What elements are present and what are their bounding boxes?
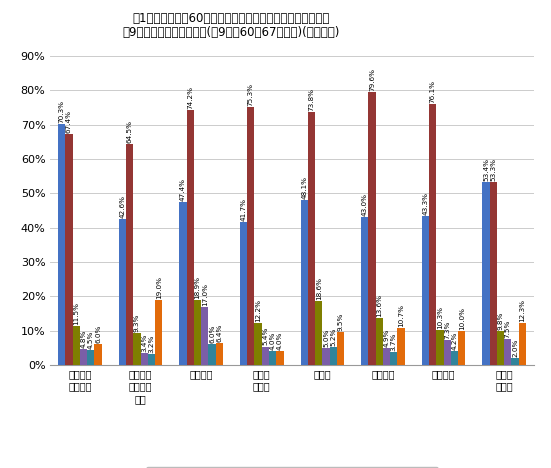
Bar [458, 331, 466, 365]
Text: 12.2%: 12.2% [255, 299, 261, 322]
Text: 74.2%: 74.2% [187, 87, 193, 110]
Bar [73, 326, 80, 365]
Text: 47.4%: 47.4% [180, 178, 186, 201]
Bar [141, 353, 148, 365]
Text: 53.3%: 53.3% [490, 158, 496, 181]
Text: 4.5%: 4.5% [88, 330, 94, 349]
Bar [497, 331, 504, 365]
Bar [376, 318, 383, 365]
Bar [436, 329, 444, 365]
Text: 9.3%: 9.3% [134, 314, 140, 332]
Bar [308, 112, 315, 365]
Bar [179, 202, 187, 365]
Bar [94, 344, 102, 365]
Text: 4.8%: 4.8% [80, 329, 87, 348]
Text: 3.7%: 3.7% [391, 333, 397, 351]
Bar [215, 343, 223, 365]
Text: 9.8%: 9.8% [498, 312, 504, 330]
Text: 42.6%: 42.6% [120, 195, 125, 218]
Bar [66, 134, 73, 365]
Text: 5.0%: 5.0% [323, 329, 329, 347]
Text: 48.1%: 48.1% [301, 176, 307, 199]
Text: 5.2%: 5.2% [330, 328, 336, 346]
Text: 53.4%: 53.4% [483, 158, 489, 181]
Bar [429, 104, 436, 365]
Bar [133, 333, 141, 365]
Text: 6.0%: 6.0% [209, 325, 215, 344]
Text: 4.9%: 4.9% [383, 329, 390, 347]
Text: 6.4%: 6.4% [217, 324, 222, 342]
Text: 41.7%: 41.7% [241, 198, 246, 221]
Text: 13.6%: 13.6% [376, 294, 382, 317]
Text: 3.4%: 3.4% [141, 334, 147, 352]
Bar [300, 200, 308, 365]
Text: 11.5%: 11.5% [73, 301, 79, 324]
Text: 2.0%: 2.0% [512, 339, 518, 357]
Bar [155, 300, 163, 365]
Text: 7.5%: 7.5% [505, 320, 511, 338]
Bar [262, 346, 269, 365]
Text: 43.0%: 43.0% [362, 193, 368, 216]
Text: 64.5%: 64.5% [127, 120, 133, 143]
Text: 12.3%: 12.3% [520, 299, 525, 322]
Bar [490, 182, 497, 365]
Bar [58, 124, 66, 365]
Bar [194, 300, 201, 365]
Bar [201, 307, 208, 365]
Bar [276, 351, 284, 365]
Text: 18.6%: 18.6% [316, 277, 322, 300]
Bar [397, 329, 405, 365]
Text: 70.3%: 70.3% [59, 100, 64, 123]
Text: 第1回調査時の「60歳以降の生活のまかない方」の希望別、: 第1回調査時の「60歳以降の生活のまかない方」の希望別、 [133, 12, 330, 25]
Bar [315, 301, 322, 365]
Bar [148, 354, 155, 365]
Text: 4.0%: 4.0% [269, 332, 276, 350]
Text: 75.3%: 75.3% [248, 82, 254, 106]
Text: 4.2%: 4.2% [451, 331, 457, 350]
Bar [240, 222, 247, 365]
Text: 10.3%: 10.3% [437, 306, 443, 329]
Bar [383, 348, 390, 365]
Bar [444, 340, 451, 365]
Text: 18.9%: 18.9% [195, 276, 201, 299]
Bar [208, 344, 215, 365]
Text: 5.4%: 5.4% [262, 327, 268, 345]
Bar [187, 110, 194, 365]
Bar [269, 351, 276, 365]
Bar [118, 219, 126, 365]
Bar [504, 339, 511, 365]
Bar [518, 323, 526, 365]
Text: 19.0%: 19.0% [156, 276, 161, 299]
Bar [451, 351, 458, 365]
Text: 17.0%: 17.0% [202, 283, 208, 306]
Bar [422, 216, 429, 365]
Text: 76.1%: 76.1% [430, 80, 436, 103]
Text: 第9回調査時の収入の実態(第9回時60～67歳限定)(複数回答): 第9回調査時の収入の実態(第9回時60～67歳限定)(複数回答) [123, 26, 340, 39]
Bar [337, 332, 344, 365]
Text: 10.7%: 10.7% [398, 304, 404, 327]
Bar [390, 352, 397, 365]
Bar [87, 350, 94, 365]
Bar [511, 358, 518, 365]
Text: 67.4%: 67.4% [66, 110, 72, 133]
Text: 6.0%: 6.0% [95, 325, 101, 344]
Legend: 就労所得, 公的年金, 私的年金, 資産収入, その他, 収入なし: 就労所得, 公的年金, 私的年金, 資産収入, その他, 収入なし [145, 467, 439, 468]
Bar [482, 182, 490, 365]
Bar [126, 144, 133, 365]
Bar [247, 107, 255, 365]
Bar [361, 218, 369, 365]
Text: 73.8%: 73.8% [309, 88, 315, 111]
Text: 79.6%: 79.6% [369, 68, 375, 91]
Bar [80, 349, 87, 365]
Text: 7.3%: 7.3% [444, 321, 450, 339]
Text: 4.0%: 4.0% [277, 332, 283, 350]
Text: 10.0%: 10.0% [459, 307, 464, 329]
Text: 43.3%: 43.3% [423, 192, 428, 215]
Bar [255, 323, 262, 365]
Bar [329, 347, 337, 365]
Bar [322, 348, 329, 365]
Text: 9.5%: 9.5% [338, 313, 343, 331]
Text: 3.2%: 3.2% [148, 335, 154, 353]
Bar [369, 92, 376, 365]
